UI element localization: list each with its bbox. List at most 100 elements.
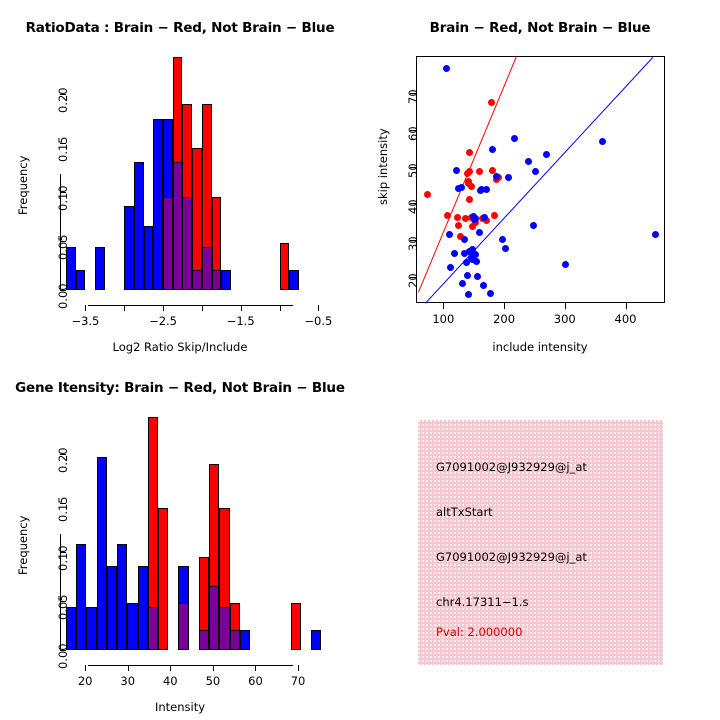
scatter-point — [531, 167, 539, 175]
scatter-point — [467, 250, 475, 258]
histogram-bar — [96, 457, 107, 650]
xtick-mark — [504, 303, 506, 309]
info-probeset-id-primary: G7091002@J932929@j_at — [436, 460, 587, 474]
gene-histogram-plot-area — [66, 415, 330, 650]
scatter-point — [483, 217, 491, 225]
histogram-bar-overlap — [201, 246, 212, 290]
ytick-label: 30 — [406, 236, 420, 252]
panel-scatter: Brain − Red, Not Brain − Blue skip inten… — [360, 0, 720, 360]
histogram-bar — [157, 508, 169, 650]
xtick-label: 200 — [493, 312, 516, 326]
scatter-point — [454, 213, 462, 221]
scatter-point — [478, 186, 486, 194]
ytick-mark — [410, 129, 416, 131]
info-panel-box: G7091002@J932929@j_at altTxStart G709100… — [418, 420, 663, 665]
scatter-point — [450, 249, 458, 257]
scatter-ylabel: skip intensity — [376, 128, 390, 205]
scatter-point — [452, 166, 460, 174]
ytick-mark — [60, 552, 66, 554]
ytick-label: 20 — [406, 273, 420, 289]
ratio-histogram-xaxis — [88, 305, 293, 306]
histogram-bar — [289, 270, 299, 290]
scatter-point — [463, 271, 471, 279]
histogram-bar — [76, 544, 87, 650]
scatter-point — [504, 173, 512, 181]
scatter-point — [461, 250, 469, 258]
ytick-mark — [60, 143, 66, 145]
ratio-histogram-plot-area — [66, 55, 330, 290]
scatter-point — [501, 245, 509, 253]
ytick-label: 0.20 — [56, 447, 70, 474]
scatter-point — [542, 150, 550, 158]
histogram-bar — [75, 270, 86, 290]
scatter-point — [562, 261, 570, 269]
histogram-bar — [117, 544, 128, 650]
xtick-mark — [279, 305, 281, 311]
histogram-bar — [106, 565, 118, 650]
xtick-label: 50 — [205, 674, 221, 688]
ytick-label: 50 — [406, 162, 420, 178]
panel-info: G7091002@J932929@j_at altTxStart G709100… — [360, 360, 720, 720]
xtick-mark — [255, 665, 257, 671]
histogram-bar — [133, 161, 144, 290]
scatter-point — [467, 183, 475, 191]
ytick-label: 40 — [406, 199, 420, 215]
histogram-bar — [143, 226, 154, 290]
ratio-histogram-yaxis — [60, 174, 61, 291]
xtick-mark — [201, 305, 203, 311]
ratio-histogram-ylabel: Frequency — [16, 155, 30, 215]
scatter-point — [598, 138, 606, 146]
gene-histogram-xaxis — [88, 665, 293, 666]
scatter-point — [466, 167, 474, 175]
scatter-point — [455, 222, 463, 230]
scatter-point — [483, 186, 491, 194]
ytick-label: 0.10 — [56, 185, 70, 212]
histogram-bar — [95, 246, 105, 290]
histogram-bar — [290, 603, 302, 650]
scatter-point — [473, 258, 481, 266]
scatter-point — [652, 231, 660, 239]
xtick-mark — [564, 303, 566, 309]
scatter-point — [465, 148, 473, 156]
scatter-point — [459, 279, 467, 287]
ytick-mark — [60, 503, 66, 505]
scatter-point — [480, 214, 488, 222]
scatter-point — [460, 236, 468, 244]
scatter-point — [499, 236, 507, 244]
scatter-point — [465, 290, 473, 298]
ytick-mark — [60, 650, 66, 651]
xtick-mark — [163, 305, 165, 311]
ytick-label: 0.05 — [56, 234, 70, 261]
xtick-mark — [124, 305, 126, 311]
scatter-point — [479, 282, 487, 290]
scatter-point — [476, 229, 484, 237]
scatter-point — [445, 231, 453, 239]
xtick-mark — [127, 665, 129, 671]
scatter-point — [530, 222, 538, 230]
xtick-mark — [240, 305, 242, 311]
ytick-mark — [410, 203, 416, 205]
ratio-histogram-xlabel: Log2 Ratio Skip/Include — [112, 340, 248, 354]
scatter-point — [443, 65, 451, 73]
histogram-bar-overlap — [209, 586, 220, 650]
histogram-bar-overlap — [219, 606, 230, 650]
scatter-point — [466, 195, 474, 203]
scatter-point — [462, 258, 470, 266]
ytick-mark — [60, 601, 66, 603]
ratio-histogram-title: RatioData : Brain − Red, Not Brain − Blu… — [25, 20, 335, 36]
scatter-point — [471, 251, 479, 259]
scatter-title: Brain − Red, Not Brain − Blue — [429, 20, 651, 36]
xtick-label: 40 — [162, 674, 178, 688]
ytick-mark — [410, 240, 416, 242]
xtick-label: 300 — [553, 312, 576, 326]
histogram-bar-overlap — [182, 196, 193, 290]
ytick-label: 0.10 — [56, 545, 70, 572]
histogram-bar-overlap — [172, 161, 183, 290]
histogram-bar — [127, 603, 138, 650]
scatter-point — [488, 99, 496, 107]
xtick-mark — [298, 665, 300, 671]
ytick-mark — [410, 277, 416, 279]
ytick-mark — [60, 454, 66, 456]
ytick-mark — [60, 192, 66, 194]
